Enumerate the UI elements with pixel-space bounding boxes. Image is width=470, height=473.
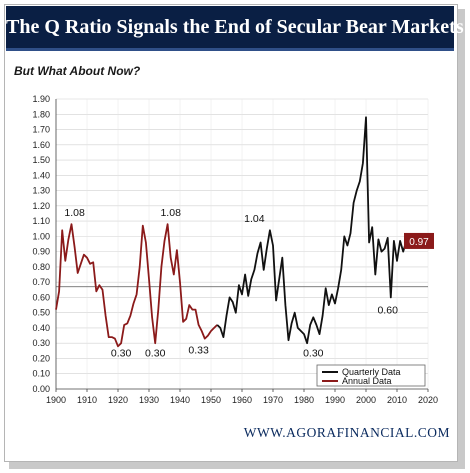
y-tick-label: 0.80 xyxy=(32,262,50,272)
value-annotation: 0.30 xyxy=(303,347,324,359)
x-tick-label: 2020 xyxy=(418,395,438,405)
chart-title: The Q Ratio Signals the End of Secular B… xyxy=(6,16,464,38)
y-tick-label: 1.00 xyxy=(32,231,50,241)
y-tick-label: 1.50 xyxy=(32,155,50,165)
y-tick-label: 0.00 xyxy=(32,384,50,394)
x-tick-label: 1950 xyxy=(201,395,221,405)
value-annotation: 0.60 xyxy=(377,305,398,317)
y-tick-label: 0.40 xyxy=(32,323,50,333)
x-tick-label: 2010 xyxy=(387,395,407,405)
y-tick-label: 1.40 xyxy=(32,170,50,180)
chart-subtitle: But What About Now? xyxy=(14,64,141,78)
x-tick-label: 1940 xyxy=(170,395,190,405)
x-tick-label: 2000 xyxy=(356,395,376,405)
value-annotation: 0.30 xyxy=(111,347,132,359)
y-tick-label: 1.90 xyxy=(32,94,50,104)
y-tick-label: 0.20 xyxy=(32,353,50,363)
annual-data-line xyxy=(55,223,218,348)
current-value-callout xyxy=(404,232,434,249)
y-tick-label: 1.10 xyxy=(32,216,50,226)
y-tick-label: 1.30 xyxy=(32,186,50,196)
x-tick-label: 1920 xyxy=(108,395,128,405)
x-tick-label: 1900 xyxy=(46,395,66,405)
website-footer[interactable]: WWW.AGORAFINANCIAL.COM xyxy=(243,425,450,440)
x-tick-label: 1980 xyxy=(294,395,314,405)
legend-label: Quarterly Data xyxy=(342,367,401,377)
x-tick-label: 1970 xyxy=(263,395,283,405)
y-tick-label: 0.30 xyxy=(32,338,50,348)
y-tick-label: 1.80 xyxy=(32,109,50,119)
value-annotation: 1.04 xyxy=(244,213,265,225)
y-tick-label: 1.60 xyxy=(32,140,50,150)
value-annotation: 1.08 xyxy=(160,207,181,219)
y-tick-label: 1.20 xyxy=(32,201,50,211)
value-annotation: 0.33 xyxy=(188,344,209,356)
quarterly-data-line xyxy=(216,116,408,345)
x-tick-label: 1930 xyxy=(139,395,159,405)
current-value-label: 0.97 xyxy=(409,237,429,248)
y-tick-label: 0.90 xyxy=(32,247,50,257)
value-annotation: 1.08 xyxy=(64,207,85,219)
legend-label: Annual Data xyxy=(342,376,392,386)
y-tick-label: 1.70 xyxy=(32,125,50,135)
x-tick-label: 1960 xyxy=(232,395,252,405)
title-banner: The Q Ratio Signals the End of Secular B… xyxy=(6,6,464,51)
y-tick-label: 0.60 xyxy=(32,292,50,302)
y-tick-label: 0.70 xyxy=(32,277,50,287)
y-tick-label: 0.10 xyxy=(32,369,50,379)
value-annotation: 0.30 xyxy=(145,347,166,359)
legend-box xyxy=(316,364,426,387)
x-tick-label: 1910 xyxy=(77,395,97,405)
y-tick-label: 0.50 xyxy=(32,308,50,318)
x-tick-label: 1990 xyxy=(325,395,345,405)
